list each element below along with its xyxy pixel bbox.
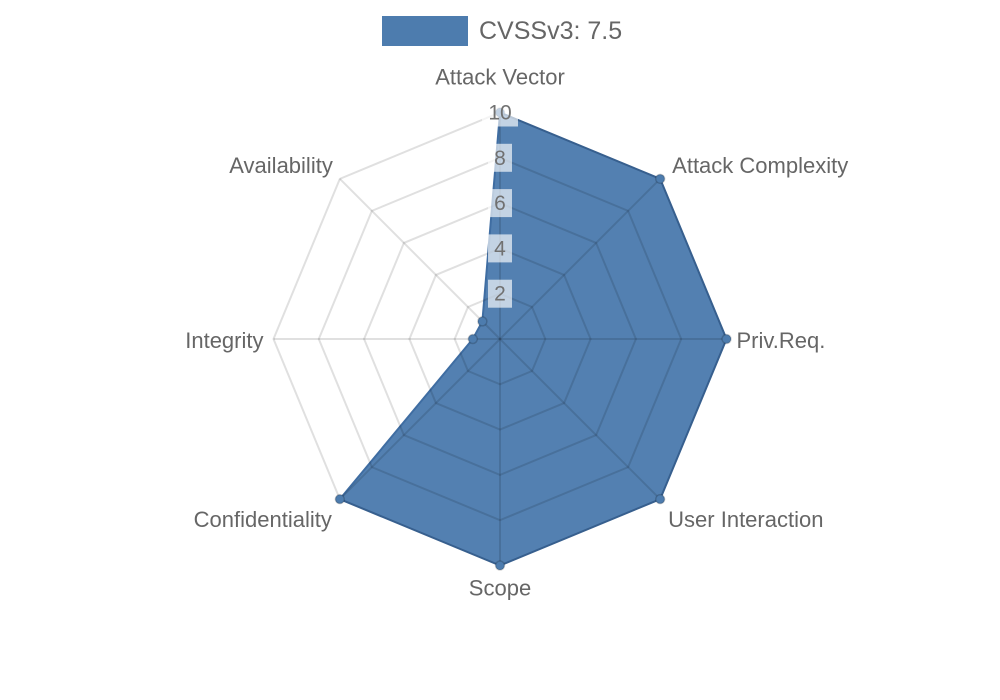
- radar-spokes: [273, 112, 727, 566]
- data-point-3[interactable]: [654, 493, 666, 505]
- axis-label-integrity: Integrity: [185, 328, 263, 353]
- grid-ring-2: [453, 292, 547, 386]
- axis-label-user-interaction: User Interaction: [668, 507, 823, 532]
- legend-item-cvssv3[interactable]: CVSSv3: 7.5: [382, 16, 622, 46]
- axis-label-attack-complexity: Attack Complexity: [672, 153, 848, 178]
- grid-ring-8: [317, 156, 683, 522]
- grid-ring-6: [363, 202, 637, 476]
- axis-label-scope: Scope: [469, 576, 531, 601]
- tick-backdrop-4: [488, 234, 512, 263]
- legend-label: CVSSv3: 7.5: [479, 17, 623, 45]
- tick-label-8: 8: [494, 147, 506, 170]
- data-point-4[interactable]: [494, 560, 506, 571]
- tick-backdrop-6: [488, 189, 512, 218]
- axis-line-1: [499, 178, 661, 340]
- tick-label-2: 2: [494, 283, 506, 306]
- data-point-2[interactable]: [721, 333, 732, 345]
- tick-label-6: 6: [494, 192, 506, 215]
- axis-line-7: [339, 178, 501, 340]
- axis-label-attack-vector: Attack Vector: [435, 65, 565, 90]
- data-point-6[interactable]: [467, 333, 479, 345]
- radar-tick-labels: 2 4 6 8 10: [482, 98, 518, 308]
- legend: CVSSv3: 7.5: [382, 16, 622, 46]
- data-point-1[interactable]: [654, 173, 666, 185]
- axis-line-5: [339, 338, 501, 500]
- tick-backdrop-8: [488, 143, 512, 172]
- radar-axis-labels: Attack Vector Attack Complexity Priv.Req. U…: [185, 65, 848, 601]
- axis-label-confidentiality: Confidentiality: [194, 507, 332, 532]
- tick-label-4: 4: [494, 237, 506, 260]
- tick-label-10: 10: [488, 102, 511, 125]
- data-point-7[interactable]: [477, 316, 488, 327]
- data-point-5[interactable]: [334, 493, 346, 505]
- axis-label-availability: Availability: [229, 153, 333, 178]
- grid-ring-4: [408, 247, 592, 431]
- axis-line-3: [499, 338, 661, 500]
- tick-backdrop-10: [482, 98, 518, 127]
- legend-swatch: [382, 16, 468, 46]
- tick-backdrop-2: [488, 279, 512, 308]
- axis-label-priv-req-: Priv.Req.: [737, 328, 826, 353]
